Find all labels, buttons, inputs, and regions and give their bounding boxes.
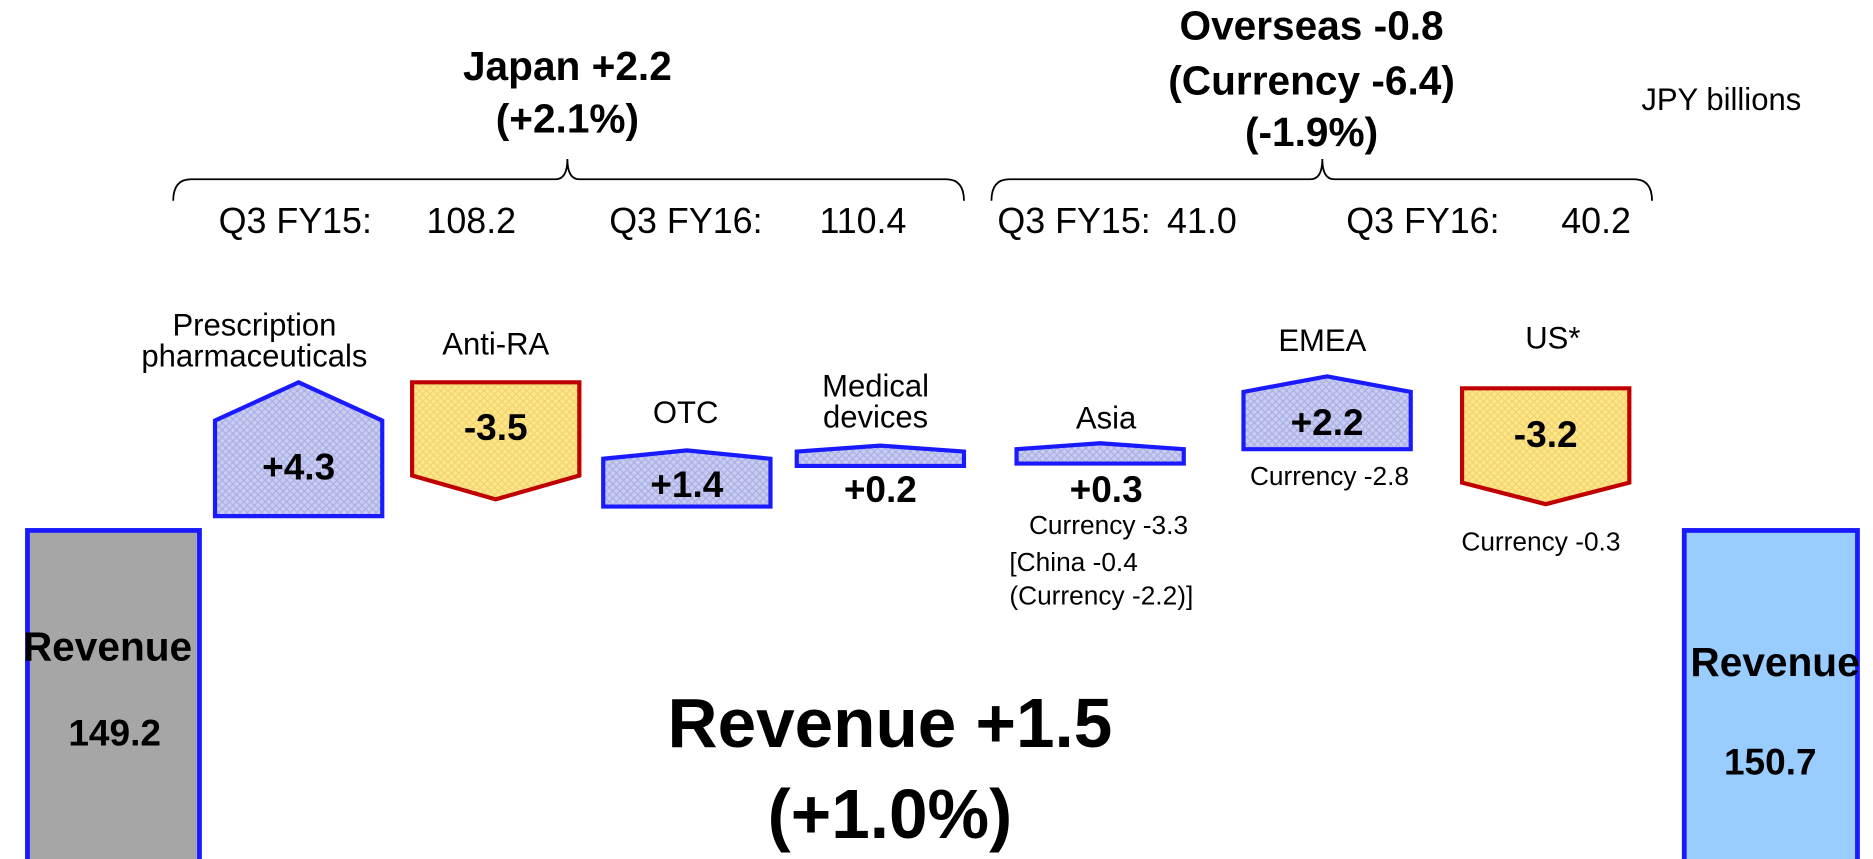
unit: JPY billions xyxy=(1641,82,1801,117)
item-note: (Currency -2.2)] xyxy=(1009,580,1193,610)
end-label: Revenue xyxy=(1690,639,1859,685)
overseas-pct: (-1.9%) xyxy=(1245,109,1378,155)
start-bar xyxy=(25,528,202,859)
item-label: Prescription xyxy=(172,308,336,343)
decrease-shape xyxy=(410,380,582,502)
item-label: OTC xyxy=(653,395,719,430)
item-value: +0.2 xyxy=(844,468,917,510)
item-label: pharmaceuticals xyxy=(141,339,367,374)
item-value: +2.2 xyxy=(1291,401,1364,443)
item-value: +0.3 xyxy=(1070,468,1143,510)
start-value: 149.2 xyxy=(68,712,161,754)
item-value: -3.2 xyxy=(1514,413,1578,455)
item-label: devices xyxy=(823,400,928,435)
item-label: US* xyxy=(1525,321,1580,356)
item-note: [China -0.4 xyxy=(1009,547,1137,577)
japan-pct: (+2.1%) xyxy=(496,96,639,142)
end-bar xyxy=(1681,528,1860,859)
overseas-currency: (Currency -6.4) xyxy=(1168,57,1455,103)
item-label: Medical xyxy=(822,368,929,403)
item-value: +4.3 xyxy=(262,445,335,487)
overseas-title: Overseas -0.8 xyxy=(1179,2,1443,48)
japan-title: Japan +2.2 xyxy=(463,43,672,89)
item-label: Anti-RA xyxy=(442,327,549,362)
increase-shape xyxy=(1014,441,1186,466)
item-note: Currency -0.3 xyxy=(1461,527,1620,557)
overseas-curr-label: Q3 FY16: xyxy=(1346,201,1499,241)
end-value: 150.7 xyxy=(1724,740,1817,782)
japan-curr-value: 110.4 xyxy=(819,201,906,241)
item-label: Asia xyxy=(1076,401,1137,436)
increase-shape xyxy=(601,448,773,509)
item-value: +1.4 xyxy=(650,463,723,505)
total-pct: (+1.0%) xyxy=(768,775,1012,853)
overseas-curr-value: 40.2 xyxy=(1561,201,1631,241)
overseas-prev-label: Q3 FY15: xyxy=(997,201,1150,241)
start-label: Revenue xyxy=(23,624,192,670)
increase-shape xyxy=(212,380,385,519)
overseas-prev-value: 41.0 xyxy=(1167,201,1237,241)
item-label: EMEA xyxy=(1278,323,1366,358)
item-note: Currency -3.3 xyxy=(1029,510,1188,540)
japan-curr-label: Q3 FY16: xyxy=(609,201,762,241)
item-note: Currency -2.8 xyxy=(1250,461,1409,491)
increase-shape xyxy=(794,443,967,469)
brace xyxy=(990,158,1653,201)
increase-shape xyxy=(1241,374,1413,452)
japan-prev-label: Q3 FY15: xyxy=(219,201,372,241)
japan-prev-value: 108.2 xyxy=(426,201,516,241)
total-title: Revenue +1.5 xyxy=(668,684,1113,762)
decrease-shape xyxy=(1459,386,1632,507)
item-value: -3.5 xyxy=(464,406,528,448)
brace xyxy=(172,158,965,201)
